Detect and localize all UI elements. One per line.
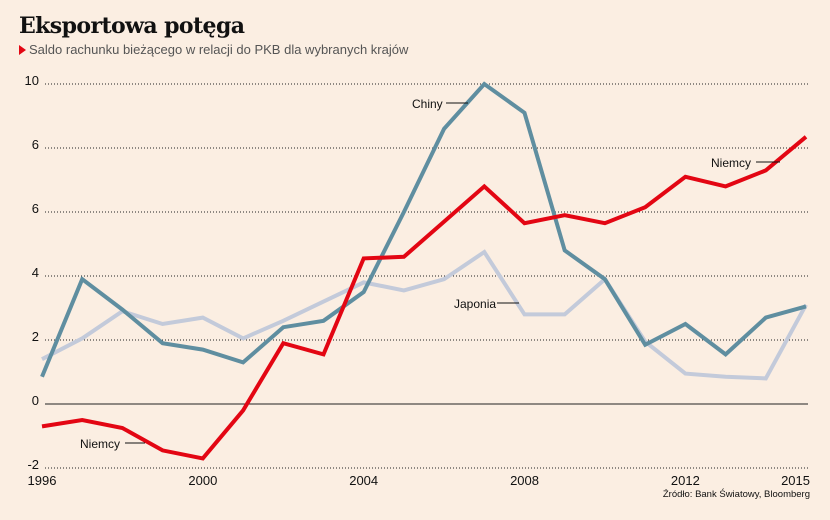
x-tick-label: 2000 (188, 473, 217, 488)
series-line-japonia (41, 249, 808, 381)
gridlines (45, 83, 808, 469)
annotation-niemcy: Niemcy (80, 437, 120, 451)
annotations: Chiny Niemcy Niemcy Japonia (80, 97, 780, 451)
chart-subtitle: Saldo rachunku bieżącego w relacji do PK… (19, 42, 408, 57)
x-tick-label: 2012 (671, 473, 700, 488)
series-lines (40, 81, 808, 461)
annotation-japonia: Japonia (454, 297, 496, 311)
annotation-chiny: Chiny (412, 97, 443, 111)
x-tick-label: 1996 (28, 473, 57, 488)
chart-subtitle-text: Saldo rachunku bieżącego w relacji do PK… (29, 42, 409, 57)
x-tick-label: 2004 (349, 473, 378, 488)
series-line-chiny (40, 81, 807, 378)
y-tick-label: 6 (32, 201, 39, 216)
y-axis-ticks: 10 6 6 4 2 0 -2 (25, 73, 39, 472)
y-tick-label: 10 (25, 73, 39, 88)
y-tick-label: -2 (27, 457, 39, 472)
chart-title: Eksportowa potęga (19, 13, 245, 39)
x-tick-label: 2015 (781, 473, 810, 488)
y-tick-label: 2 (32, 329, 39, 344)
source-note: Źródło: Bank Światowy, Bloomberg (662, 489, 810, 500)
x-axis-ticks: 1996 2000 2004 2008 2012 2015 (28, 473, 810, 488)
y-tick-label: 4 (32, 265, 39, 280)
y-tick-label: 6 (32, 137, 39, 152)
annotation-niemcy: Niemcy (711, 156, 751, 170)
series-line-niemcy (41, 135, 808, 461)
x-tick-label: 2008 (510, 473, 539, 488)
red-triangle-icon (19, 44, 26, 55)
y-tick-label: 0 (32, 393, 39, 408)
